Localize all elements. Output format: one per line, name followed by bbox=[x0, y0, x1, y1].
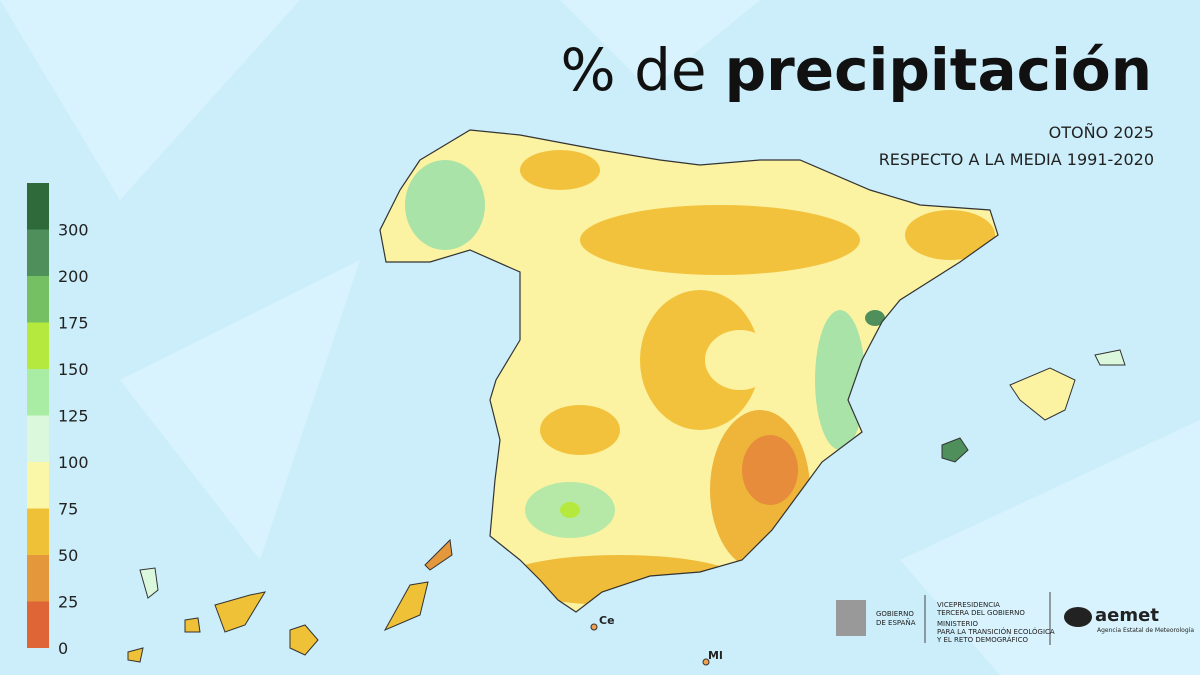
logo-text: VICEPRESIDENCIA bbox=[937, 601, 1000, 609]
legend-swatch bbox=[27, 183, 49, 230]
logo-text: GOBIERNO bbox=[876, 610, 914, 618]
legend-label: 175 bbox=[58, 314, 89, 333]
legend-label: 200 bbox=[58, 267, 89, 286]
melilla-dot bbox=[702, 658, 710, 666]
legend-label: 100 bbox=[58, 453, 89, 472]
aemet-icon bbox=[1064, 607, 1092, 627]
legend-label: 150 bbox=[58, 360, 89, 379]
title-light: % de bbox=[561, 36, 707, 104]
legend-label: 0 bbox=[58, 639, 68, 658]
coat-of-arms bbox=[836, 600, 866, 636]
logo-text: PARA LA TRANSICIÓN ECOLÓGICA bbox=[937, 627, 1055, 636]
legend-swatch bbox=[27, 462, 49, 509]
legend-swatch bbox=[27, 508, 49, 555]
legend-label: 300 bbox=[58, 221, 89, 240]
footer-logos: GOBIERNO DE ESPAÑA VICEPRESIDENCIA TERCE… bbox=[836, 592, 1194, 645]
islands bbox=[127, 349, 1126, 663]
logo-text: MINISTERIO bbox=[937, 620, 978, 628]
logo-text: Agencia Estatal de Meteorología bbox=[1097, 627, 1194, 634]
legend-label: 125 bbox=[58, 407, 89, 426]
legend-swatch bbox=[27, 322, 49, 369]
legend-label: 25 bbox=[58, 593, 78, 612]
legend-label: 50 bbox=[58, 546, 78, 565]
legend-swatch bbox=[27, 276, 49, 323]
subtitle: OTOÑO 2025 bbox=[1049, 123, 1154, 142]
title: % de precipitación bbox=[561, 36, 1152, 104]
legend-swatch bbox=[27, 601, 49, 648]
map-label: Ml bbox=[708, 649, 723, 662]
subtitle: RESPECTO A LA MEDIA 1991-2020 bbox=[879, 150, 1154, 169]
legend-swatch bbox=[27, 555, 49, 602]
legend: 300 200 175 150 125 100 75 50 25 0 bbox=[27, 183, 89, 658]
legend-swatch bbox=[27, 369, 49, 416]
map-label: Ce bbox=[599, 614, 615, 627]
spain-outline bbox=[379, 129, 999, 613]
logo-text: TERCERA DEL GOBIERNO bbox=[936, 609, 1025, 617]
legend-label: 75 bbox=[58, 500, 78, 519]
logo-text: Y EL RETO DEMOGRÁFICO bbox=[936, 635, 1028, 644]
legend-swatch bbox=[27, 229, 49, 276]
legend-swatch bbox=[27, 415, 49, 462]
aemet-logo: aemet bbox=[1095, 605, 1159, 626]
ceuta-dot bbox=[590, 623, 598, 631]
logo-text: DE ESPAÑA bbox=[876, 618, 916, 627]
title-bold: precipitación bbox=[725, 36, 1152, 104]
